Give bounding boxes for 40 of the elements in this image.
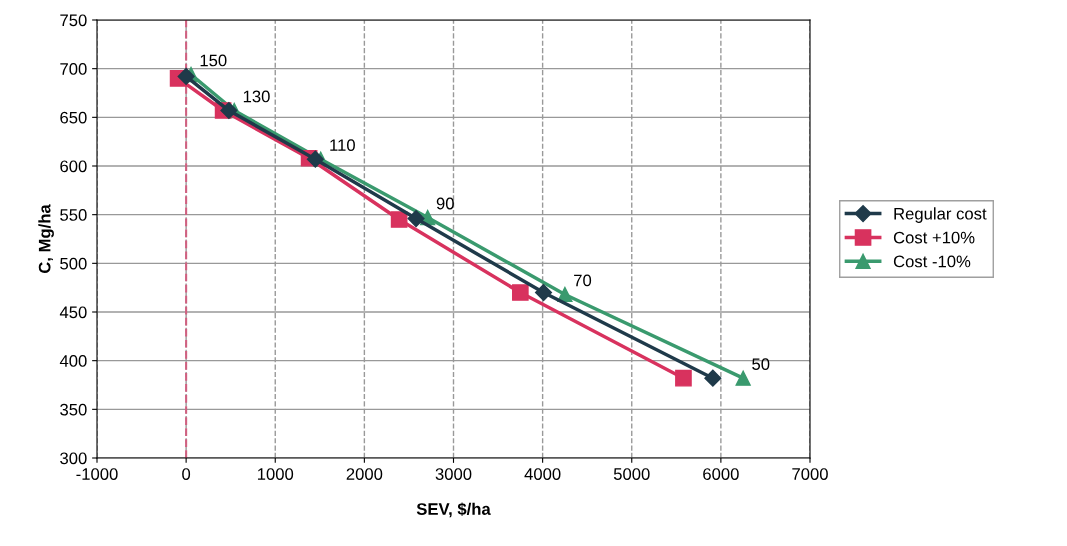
legend-label: Cost +10% — [893, 231, 975, 244]
point — [407, 210, 425, 228]
point — [704, 369, 722, 387]
annotation: 110 — [330, 139, 355, 152]
point — [512, 284, 529, 301]
y-tick-label: 700 — [60, 63, 87, 75]
x-tick-label: 7000 — [792, 468, 828, 480]
x-tick-label: 6000 — [703, 468, 739, 480]
annotation: 50 — [752, 358, 770, 371]
x-tick-label: 4000 — [524, 468, 561, 480]
x-tick-label: -1000 — [76, 468, 118, 480]
annotation: 130 — [243, 90, 270, 103]
y-axis-title: C, Mg/ha — [38, 204, 54, 274]
annotation: 70 — [574, 274, 592, 287]
x-tick-label: 3000 — [435, 468, 472, 480]
point — [534, 283, 553, 302]
y-tick-label: 300 — [60, 452, 87, 465]
x-axis-title: SEV, $/ha — [416, 502, 491, 518]
x-tick-label: 0 — [182, 468, 191, 480]
x-tick-label: 1000 — [257, 468, 294, 480]
point — [675, 369, 692, 387]
legend-label: Regular cost — [894, 207, 987, 223]
annotation: 90 — [436, 197, 454, 210]
y-tick-label: 600 — [60, 160, 87, 173]
annotation: 150 — [200, 54, 227, 67]
x-tick-label: 2000 — [346, 468, 383, 480]
point — [390, 211, 408, 228]
x-tick-label: 5000 — [613, 468, 650, 480]
y-tick-label: 400 — [59, 355, 87, 367]
y-tick-label: 350 — [60, 403, 87, 416]
y-tick-label: 650 — [60, 111, 87, 124]
point — [177, 67, 195, 86]
legend-label: Cost -10% — [893, 255, 971, 268]
point — [306, 150, 324, 168]
y-tick-label: 500 — [60, 257, 87, 270]
y-tick-label: 550 — [60, 209, 87, 221]
point — [735, 370, 751, 386]
y-tick-label: 450 — [59, 306, 87, 319]
point — [220, 101, 238, 120]
y-tick-label: 750 — [60, 14, 87, 27]
